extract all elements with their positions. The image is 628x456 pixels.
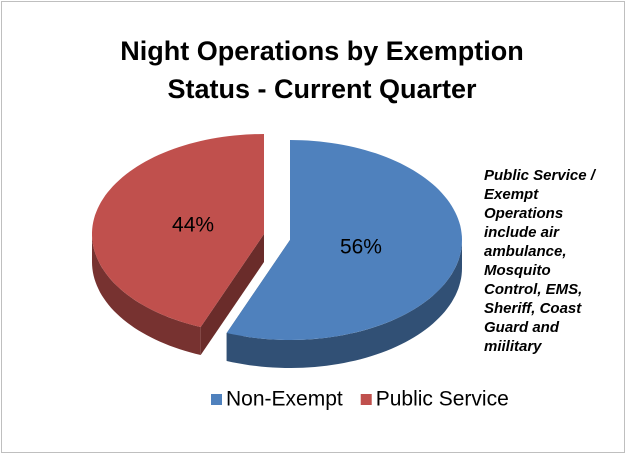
annotation: Public Service / Exempt Operations inclu… bbox=[484, 167, 595, 355]
slice-wall bbox=[200, 234, 264, 355]
data-label: 44% bbox=[172, 214, 214, 237]
legend-label: Non-Exempt bbox=[226, 388, 343, 411]
slice-top bbox=[226, 140, 462, 340]
chart-title: Night Operations by Exemption Status - C… bbox=[120, 36, 524, 104]
legend-swatch bbox=[360, 394, 372, 405]
slice-side bbox=[92, 234, 201, 355]
legend-label: Public Service bbox=[376, 388, 509, 411]
slice-side bbox=[226, 240, 462, 368]
slice-top bbox=[92, 134, 264, 327]
slice: 56% bbox=[226, 140, 462, 368]
slice: 44% bbox=[92, 134, 264, 355]
data-label: 56% bbox=[340, 235, 382, 258]
legend-swatch bbox=[211, 394, 222, 405]
